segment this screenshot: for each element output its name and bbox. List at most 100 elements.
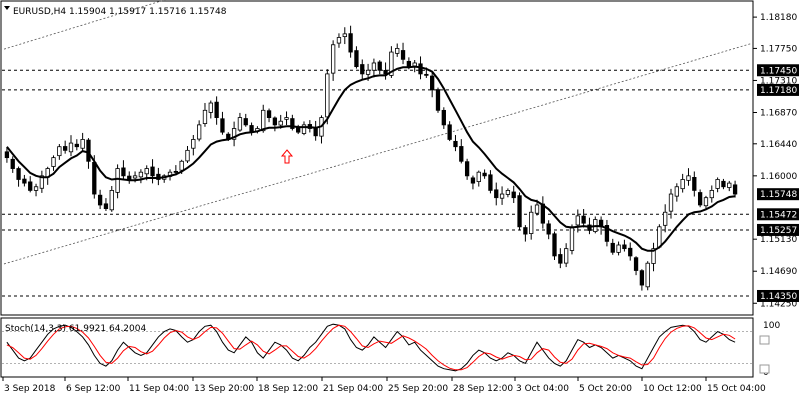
candle-body-bull	[109, 190, 114, 211]
candle-body-bear	[173, 170, 178, 173]
candle-body-bull	[371, 62, 377, 71]
candle-body-bull	[39, 175, 45, 189]
candle-body-bull	[389, 51, 394, 76]
candle	[202, 102, 208, 127]
time-tick-label: 28 Sep 12:00	[453, 384, 513, 394]
candle	[68, 135, 74, 157]
stoch-signal-line	[6, 324, 736, 371]
price-tick-label: 1.18180	[760, 13, 797, 23]
stoch-panel-frame	[0, 317, 754, 378]
candle	[103, 198, 109, 211]
candle-body-bull	[208, 102, 213, 113]
price-tags: 1.17450 1.17180 1.15472 1.15257 1.14350 1.157…	[757, 64, 799, 302]
candle	[97, 189, 103, 210]
level-price-tag-bg	[757, 289, 799, 302]
candle	[301, 121, 307, 136]
candle-body-bull	[179, 160, 184, 171]
candle-body-bear	[92, 162, 97, 195]
candle	[22, 174, 27, 187]
candle-body-bear	[604, 225, 610, 242]
candle-body-bull	[51, 157, 56, 167]
candle-body-bull	[197, 124, 202, 140]
candle-body-bull	[301, 124, 307, 134]
candle	[529, 205, 534, 240]
candle-body-bull	[80, 139, 85, 149]
time-tick-label: 6 Sep 12:00	[66, 384, 121, 394]
candle	[4, 147, 10, 163]
candle	[552, 231, 557, 260]
candle	[138, 169, 144, 184]
time-tick-label: 10 Oct 12:00	[643, 384, 702, 394]
stoch-scroll-down-box[interactable]	[759, 364, 770, 374]
candle	[400, 42, 406, 65]
candle	[57, 144, 62, 160]
candle	[237, 112, 243, 132]
candle-body-bear	[360, 64, 365, 75]
candle-body-bear	[150, 166, 155, 177]
candle-body-bull	[284, 117, 289, 120]
candle	[441, 107, 446, 129]
candle	[546, 220, 551, 240]
candle-body-bear	[517, 195, 522, 228]
candle-body-bull	[715, 179, 720, 189]
candle-body-bull	[476, 171, 481, 182]
candle-body-bear	[214, 101, 219, 118]
ma-line	[6, 65, 736, 252]
candle	[63, 140, 68, 154]
candle-body-bear	[86, 139, 91, 162]
candle	[459, 139, 464, 164]
candle	[721, 178, 726, 190]
candle	[453, 135, 458, 152]
candle	[272, 116, 278, 132]
current-price-tag-bg	[757, 188, 799, 201]
time-tick-label: 18 Sep 12:00	[258, 384, 318, 394]
stochastic-oscillator	[2, 323, 752, 372]
candle-body-bear	[430, 75, 435, 91]
candle	[686, 168, 691, 186]
price-panel-frame	[0, 0, 754, 316]
price-tick-label: 1.14250	[760, 299, 797, 309]
candle-body-bear	[418, 63, 423, 75]
candle	[494, 182, 499, 206]
candle	[732, 180, 738, 198]
candle-body-bull	[663, 211, 668, 226]
candle	[80, 132, 85, 152]
candle-body-bull	[325, 73, 330, 118]
candle	[703, 195, 709, 209]
time-tick-label: 11 Sep 04:00	[129, 384, 189, 394]
candle-body-bull	[330, 44, 336, 74]
candle-body-bear	[697, 192, 703, 206]
candle-body-bear	[400, 50, 406, 60]
stoch-scroll-up-box[interactable]	[759, 335, 770, 345]
candle	[645, 261, 650, 291]
candle-body-bear	[622, 244, 627, 250]
candle	[680, 173, 685, 193]
level-price-tag-bg	[757, 208, 799, 221]
time-tick-label: 13 Sep 20:00	[194, 384, 254, 394]
candle	[348, 25, 353, 58]
candle-body-bull	[412, 62, 417, 67]
candle-body-bear	[348, 33, 353, 53]
candle-body-bear	[511, 191, 516, 199]
candle-body-bull	[657, 226, 662, 248]
candle-body-bull	[57, 146, 62, 157]
candle-body-bear	[546, 223, 551, 235]
price-tick-label: 1.17750	[760, 44, 797, 54]
candle-body-bull	[33, 186, 39, 191]
candle	[569, 224, 575, 255]
time-tick-label: 3 Oct 04:00	[516, 384, 569, 394]
candle	[377, 60, 382, 75]
candle-body-bear	[639, 270, 645, 286]
candle	[476, 170, 481, 187]
trend-line-lower	[3, 42, 753, 265]
level-price-tag: 1.14350	[760, 292, 797, 302]
candle	[261, 104, 266, 133]
candle	[616, 241, 621, 256]
level-price-tag: 1.17450	[760, 66, 797, 76]
candle-body-bear	[28, 181, 33, 191]
dropdown-triangle-icon[interactable]	[4, 6, 10, 10]
candle-body-bull	[534, 204, 540, 214]
candle	[383, 62, 388, 80]
